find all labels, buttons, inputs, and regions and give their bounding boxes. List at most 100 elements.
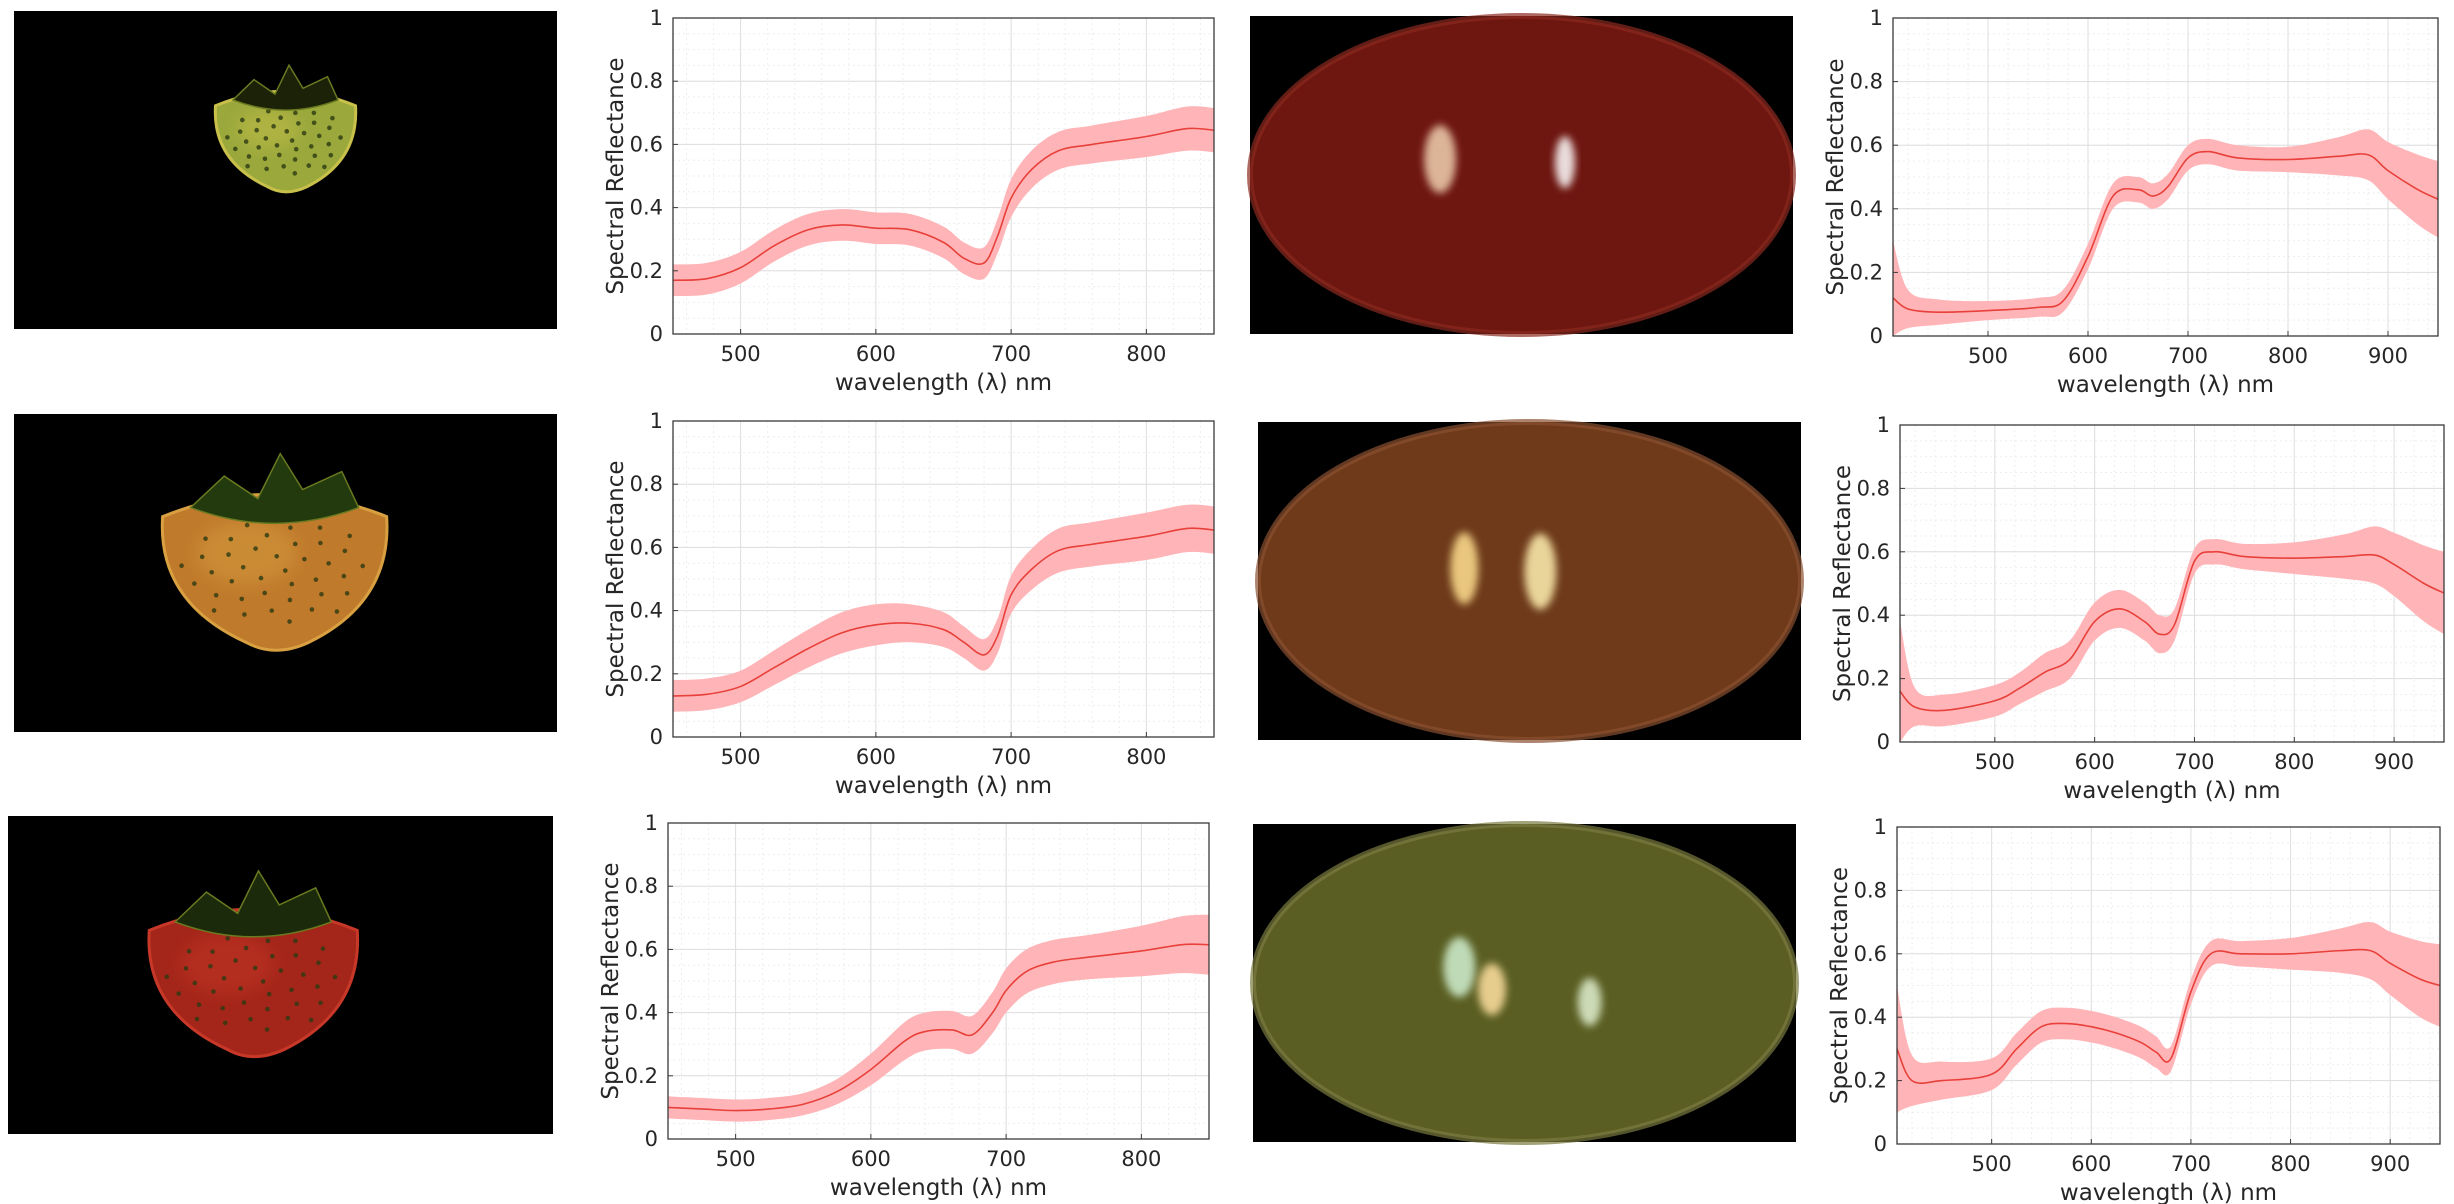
y-tick-label: 0.8 xyxy=(1857,476,1890,500)
y-tick-label: 0.6 xyxy=(1854,942,1887,966)
strawberry-seed xyxy=(226,552,231,557)
image-panel-2 xyxy=(14,414,557,732)
strawberry-seed xyxy=(293,171,298,176)
x-axis-label: wavelength (λ) nm xyxy=(2060,1180,2277,1204)
y-tick-label: 0.4 xyxy=(630,599,663,623)
x-tick-label: 700 xyxy=(2171,1152,2211,1176)
strawberry-seed xyxy=(238,129,243,134)
y-tick-label: 1 xyxy=(650,409,663,433)
strawberry-seed xyxy=(179,563,184,568)
strawberry-seed xyxy=(229,579,234,584)
strawberry-seed xyxy=(312,111,317,116)
y-tick-label: 0.4 xyxy=(1854,1005,1887,1029)
strawberry-seed xyxy=(244,139,249,144)
image-panel-5 xyxy=(1258,422,1801,740)
strawberry-seed xyxy=(244,946,249,951)
strawberry-seed xyxy=(192,581,197,586)
strawberry-seed xyxy=(223,1021,228,1026)
strawberry-seed xyxy=(259,576,264,581)
x-tick-label: 600 xyxy=(856,342,896,366)
strawberry-seed xyxy=(286,1016,291,1021)
strawberry-seed xyxy=(187,949,192,954)
strawberry-seed xyxy=(200,555,205,560)
specular-spot xyxy=(1478,963,1506,1015)
x-tick-label: 800 xyxy=(1121,1147,1161,1171)
strawberry-seed xyxy=(269,608,274,613)
x-tick-label: 500 xyxy=(721,342,761,366)
strawberry-seed xyxy=(261,979,266,984)
y-axis-label: Spectral Reflectance xyxy=(603,460,629,697)
image-panel-1 xyxy=(14,11,557,329)
strawberry-seed xyxy=(288,598,293,603)
spectral-chart-3: 500 600 700 800 0 0.2 0.4 0.6 0.8 1 wavelength (λ)… xyxy=(603,409,1214,799)
x-tick-label: 600 xyxy=(851,1147,891,1171)
strawberry-seed xyxy=(322,165,327,170)
image-panel-6 xyxy=(1253,824,1796,1142)
y-tick-label: 0.8 xyxy=(625,874,658,898)
y-tick-label: 0.6 xyxy=(625,937,658,961)
y-tick-label: 1 xyxy=(650,6,663,30)
strawberry-seed xyxy=(333,975,338,980)
y-tick-label: 0 xyxy=(1877,730,1890,754)
strawberry-seed xyxy=(248,1017,253,1022)
strawberry-seed xyxy=(266,939,271,944)
strawberry-seed xyxy=(233,958,238,963)
y-tick-label: 0.8 xyxy=(1850,70,1883,94)
strawberry-seed xyxy=(203,536,208,541)
y-tick-label: 0.4 xyxy=(1857,603,1890,627)
strawberry-seed xyxy=(317,134,322,139)
y-tick-label: 0.2 xyxy=(1854,1069,1887,1093)
x-axis-label: wavelength (λ) nm xyxy=(835,370,1052,396)
strawberry-seed xyxy=(321,946,326,951)
strawberry-seed xyxy=(330,116,335,121)
strawberry-seed xyxy=(302,557,307,562)
strawberry-seed xyxy=(360,564,365,569)
strawberry-seed xyxy=(294,1001,299,1006)
strawberry-seed xyxy=(256,118,261,123)
strawberry-seed xyxy=(315,984,320,989)
x-tick-label: 700 xyxy=(991,745,1031,769)
strawberry-seed xyxy=(347,534,352,539)
strawberry-seed xyxy=(195,1017,200,1022)
strawberry-seed xyxy=(247,154,252,159)
strawberry-seed xyxy=(253,546,258,551)
y-tick-label: 1 xyxy=(1877,413,1890,437)
x-tick-label: 700 xyxy=(2174,750,2214,774)
spectral-chart-4: 500 600 700 800 900 0 0.2 0.4 0.6 0.8 1 wavelength … xyxy=(1830,413,2444,804)
strawberry-seed xyxy=(301,972,306,977)
x-tick-label: 500 xyxy=(721,745,761,769)
strawberry-seed xyxy=(238,986,243,991)
strawberry-seed xyxy=(211,989,216,994)
x-axis-label: wavelength (λ) nm xyxy=(835,773,1052,799)
spectral-chart-6: 500 600 700 800 90000.20.40.60.81wavelength … xyxy=(1827,815,2440,1204)
x-tick-label: 800 xyxy=(2268,344,2308,368)
strawberry-seed xyxy=(242,1000,247,1005)
y-tick-label: 0.2 xyxy=(1850,260,1883,284)
strawberry-seed xyxy=(342,574,347,579)
strawberry-seed xyxy=(278,115,283,120)
strawberry-seed xyxy=(312,154,317,159)
x-tick-label: 800 xyxy=(2274,750,2314,774)
strawberry-seed xyxy=(343,549,348,554)
strawberry-seed xyxy=(309,144,314,149)
strawberry-seed xyxy=(214,593,219,598)
strawberry-seed xyxy=(312,120,317,125)
strawberry-seed xyxy=(335,609,340,614)
strawberry-seed xyxy=(210,949,215,954)
strawberry-seed xyxy=(209,570,214,575)
image-panel-4 xyxy=(1250,16,1793,334)
strawberry-seed xyxy=(265,1007,270,1012)
strawberry-seed xyxy=(165,974,170,979)
y-tick-label: 0.8 xyxy=(1854,878,1887,902)
strawberry-seed xyxy=(265,533,270,538)
y-axis-label: Spectral Reflectance xyxy=(1823,58,1849,295)
strawberry-seed xyxy=(293,111,298,116)
strawberry-seed xyxy=(275,143,280,148)
strawberry-seed xyxy=(290,138,295,143)
y-tick-label: 0 xyxy=(1874,1132,1887,1156)
strawberry-seed xyxy=(222,976,227,981)
y-tick-label: 0.6 xyxy=(1850,133,1883,157)
strawberry-seed xyxy=(293,939,298,944)
strawberry-seed xyxy=(270,954,275,959)
x-tick-label: 900 xyxy=(2370,1152,2410,1176)
